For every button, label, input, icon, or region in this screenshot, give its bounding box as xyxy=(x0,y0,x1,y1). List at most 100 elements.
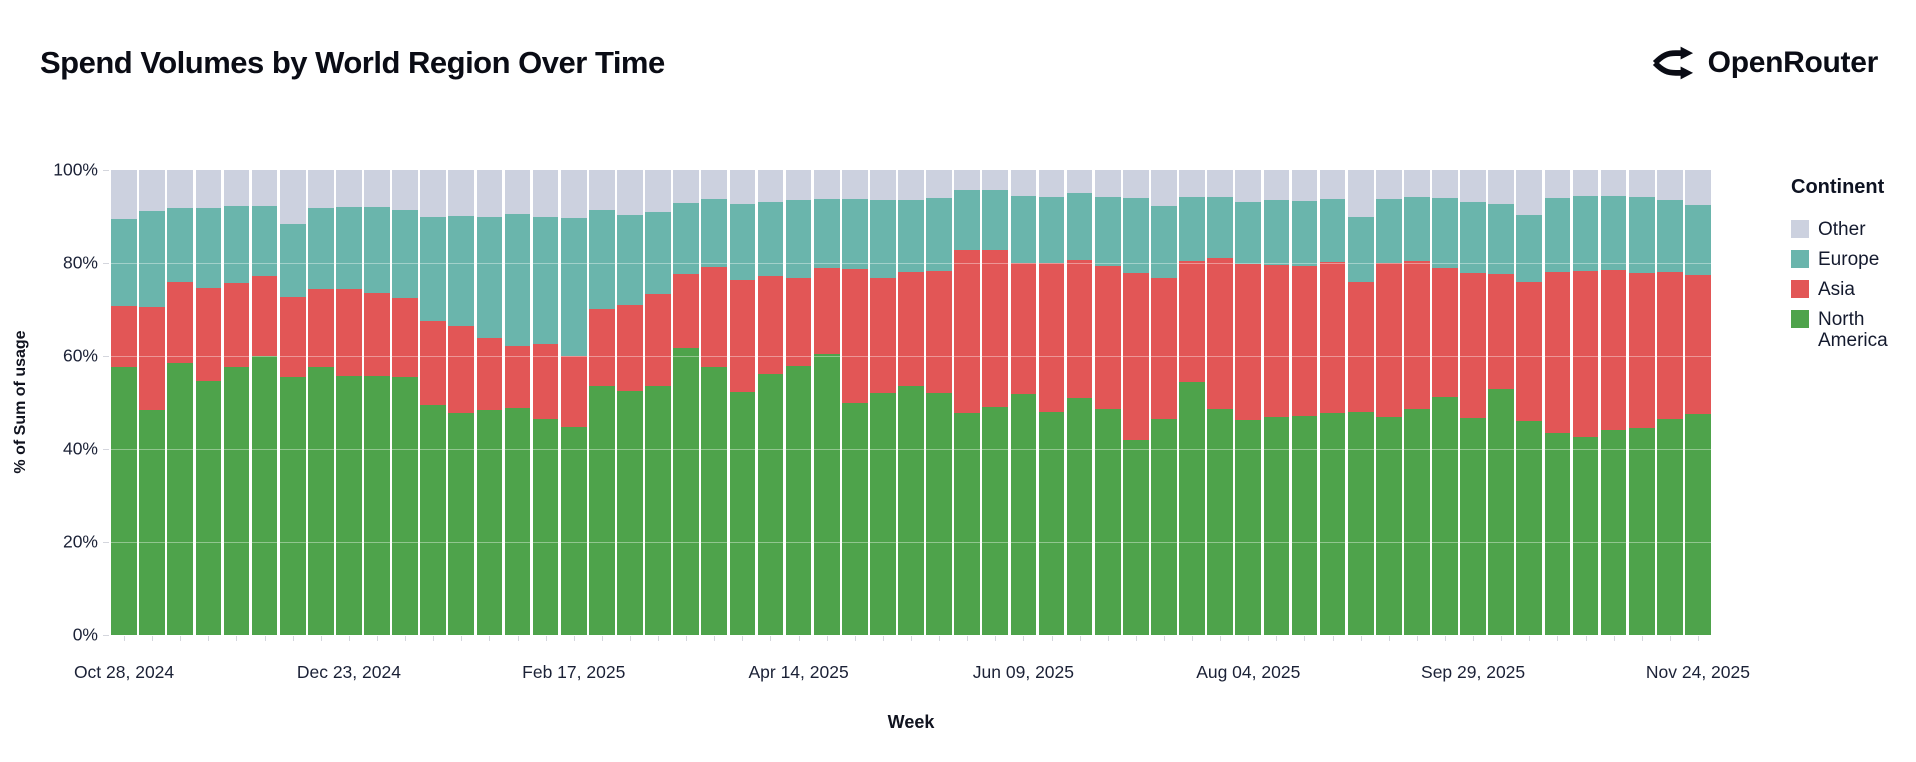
bar-segment-other xyxy=(560,170,587,218)
bar-week-Aug-25-2025[interactable] xyxy=(1319,170,1346,635)
bar-segment-asia xyxy=(1347,282,1374,413)
bar-segment-asia xyxy=(1656,272,1683,419)
bar-segment-asia xyxy=(167,281,194,363)
bar-week-Sep-22-2025[interactable] xyxy=(1432,170,1458,635)
bar-segment-north-america xyxy=(1094,409,1121,635)
bar-week-Oct-06-2025[interactable] xyxy=(1488,170,1515,635)
bar-week-Nov-17-2025[interactable] xyxy=(1656,170,1683,635)
x-tick-mark xyxy=(967,636,969,641)
bar-segment-north-america xyxy=(364,375,390,635)
bar-week-Nov-03-2025[interactable] xyxy=(1600,170,1627,635)
bar-week-Sep-15-2025[interactable] xyxy=(1404,170,1430,635)
bar-week-Dec-09-2024[interactable] xyxy=(279,170,306,635)
bar-week-Jul-07-2025[interactable] xyxy=(1122,170,1149,635)
openrouter-brand[interactable]: OpenRouter xyxy=(1652,41,1878,85)
bar-week-Apr-21-2025[interactable] xyxy=(813,170,840,635)
bar-segment-other xyxy=(1010,170,1037,196)
bar-segment-asia xyxy=(560,355,587,427)
bar-segment-other xyxy=(251,170,278,207)
bar-segment-other xyxy=(729,170,756,204)
bar-week-Jul-21-2025[interactable] xyxy=(1179,170,1205,635)
openrouter-brand-text: OpenRouter xyxy=(1707,46,1879,79)
bar-segment-north-america xyxy=(167,362,194,635)
bar-segment-europe xyxy=(1516,214,1543,282)
bar-week-Feb-03-2025[interactable] xyxy=(504,170,531,635)
bar-week-Dec-23-2024[interactable] xyxy=(336,170,362,635)
bar-week-Nov-11-2024[interactable] xyxy=(167,170,194,635)
bar-week-Mar-17-2025[interactable] xyxy=(673,170,699,635)
x-tick-mark xyxy=(208,636,210,641)
bar-segment-europe xyxy=(1572,196,1599,271)
bar-week-Jun-09-2025[interactable] xyxy=(1010,170,1037,635)
bar-week-Dec-02-2024[interactable] xyxy=(251,170,278,635)
bar-week-Oct-13-2025[interactable] xyxy=(1516,170,1543,635)
legend-title: Continent xyxy=(1791,176,1885,198)
bar-week-Dec-30-2024[interactable] xyxy=(364,170,390,635)
bar-week-Nov-25-2024[interactable] xyxy=(223,170,250,635)
bar-week-Aug-04-2025[interactable] xyxy=(1235,170,1262,635)
bar-week-May-19-2025[interactable] xyxy=(926,170,952,635)
bar-week-Sep-08-2025[interactable] xyxy=(1375,170,1402,635)
bar-week-Dec-16-2024[interactable] xyxy=(307,170,334,635)
bar-week-Jan-20-2025[interactable] xyxy=(448,170,475,635)
x-tick-label: Nov 24, 2025 xyxy=(1645,662,1750,682)
bar-week-Mar-10-2025[interactable] xyxy=(645,170,671,635)
bar-week-Sep-01-2025[interactable] xyxy=(1347,170,1374,635)
bar-segment-other xyxy=(898,170,924,200)
bar-week-May-12-2025[interactable] xyxy=(898,170,924,635)
bar-week-Feb-10-2025[interactable] xyxy=(532,170,559,635)
bar-segment-other xyxy=(195,170,222,209)
bar-week-Nov-24-2025[interactable] xyxy=(1685,170,1711,635)
bar-week-Mar-03-2025[interactable] xyxy=(617,170,643,635)
bar-week-Nov-04-2024[interactable] xyxy=(139,170,165,635)
bar-week-Jul-14-2025[interactable] xyxy=(1151,170,1177,635)
bar-week-Nov-18-2024[interactable] xyxy=(195,170,222,635)
bar-week-Jun-30-2025[interactable] xyxy=(1094,170,1121,635)
bar-segment-other xyxy=(1432,170,1458,199)
bar-week-Mar-24-2025[interactable] xyxy=(701,170,728,635)
bar-week-Oct-28-2024[interactable] xyxy=(111,170,137,635)
bar-week-May-26-2025[interactable] xyxy=(954,170,981,635)
bar-segment-north-america xyxy=(1375,416,1402,635)
bar-week-Jun-02-2025[interactable] xyxy=(982,170,1009,635)
bar-week-Sep-29-2025[interactable] xyxy=(1460,170,1486,635)
x-tick-mark xyxy=(742,636,744,641)
bar-segment-north-america xyxy=(954,413,981,635)
x-tick-mark xyxy=(1304,636,1306,641)
bar-segment-north-america xyxy=(504,408,531,635)
x-tick-mark xyxy=(686,636,688,641)
bar-week-Oct-20-2025[interactable] xyxy=(1544,170,1571,635)
bar-week-Nov-10-2025[interactable] xyxy=(1628,170,1655,635)
bar-segment-north-america xyxy=(448,413,475,635)
bar-week-Jun-16-2025[interactable] xyxy=(1038,170,1065,635)
bar-week-May-05-2025[interactable] xyxy=(870,170,896,635)
bar-week-Apr-28-2025[interactable] xyxy=(841,170,868,635)
bar-week-Mar-31-2025[interactable] xyxy=(729,170,756,635)
bar-segment-other xyxy=(223,170,250,207)
x-tick-mark xyxy=(545,636,547,641)
bar-segment-europe xyxy=(364,207,390,294)
bar-week-Jan-06-2025[interactable] xyxy=(392,170,418,635)
bar-segment-europe xyxy=(223,206,250,283)
bar-week-Apr-07-2025[interactable] xyxy=(757,170,784,635)
x-tick-mark xyxy=(292,636,294,641)
bar-week-Aug-18-2025[interactable] xyxy=(1291,170,1318,635)
bar-week-Feb-24-2025[interactable] xyxy=(588,170,615,635)
bar-week-Apr-14-2025[interactable] xyxy=(785,170,812,635)
bar-segment-europe xyxy=(898,199,924,273)
bar-week-Oct-27-2025[interactable] xyxy=(1572,170,1599,635)
bar-week-Aug-11-2025[interactable] xyxy=(1263,170,1290,635)
legend-items: Other Europe Asia North America xyxy=(1791,219,1911,351)
y-tick-mark xyxy=(103,449,109,450)
bar-week-Jun-23-2025[interactable] xyxy=(1066,170,1093,635)
bar-week-Jan-13-2025[interactable] xyxy=(420,170,447,635)
bar-segment-other xyxy=(1516,170,1543,215)
bar-segment-asia xyxy=(532,344,559,419)
bar-segment-europe xyxy=(1235,201,1262,265)
bar-segment-asia xyxy=(813,268,840,354)
bar-week-Jul-28-2025[interactable] xyxy=(1207,170,1233,635)
bar-segment-asia xyxy=(1375,263,1402,417)
bar-week-Jan-27-2025[interactable] xyxy=(476,170,503,635)
bar-week-Feb-17-2025[interactable] xyxy=(560,170,587,635)
bar-segment-europe xyxy=(279,224,306,298)
